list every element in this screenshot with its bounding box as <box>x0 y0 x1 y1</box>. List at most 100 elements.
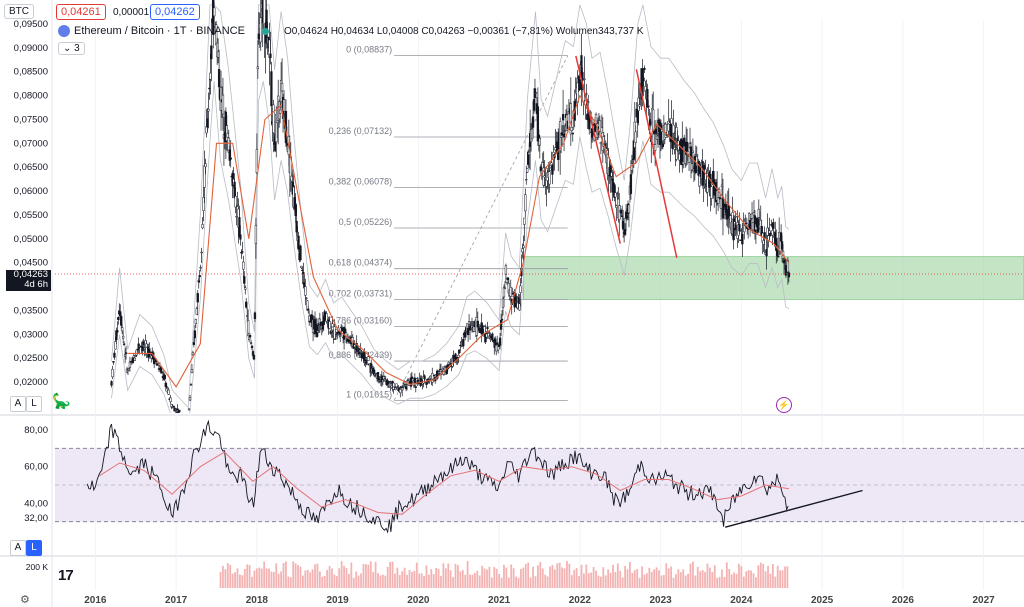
volume-bar <box>658 570 660 588</box>
volume-bar <box>515 576 517 588</box>
volume-bar <box>730 574 733 588</box>
volume-bar <box>306 569 309 588</box>
volume-bar <box>752 573 755 588</box>
volume-bar <box>374 561 377 588</box>
volume-bar <box>297 565 299 588</box>
volume-bar <box>534 576 537 588</box>
volume-bar <box>386 566 389 588</box>
candle-body <box>504 265 508 275</box>
candle-body <box>615 205 618 208</box>
candle-body <box>585 93 588 95</box>
flash-icon[interactable]: ⚡ <box>776 397 792 413</box>
volume-bar <box>675 574 677 588</box>
volume-bar <box>447 563 450 588</box>
volume-bar <box>394 573 396 588</box>
rsi-pane <box>55 419 1024 534</box>
fib-level-label: 0,702 (0,03731) <box>329 288 393 298</box>
chart-title[interactable]: Ethereum / Bitcoin · 1T · BINANCE <box>74 25 245 37</box>
volume-bar <box>590 572 593 588</box>
candle-body <box>111 368 114 378</box>
volume-bar <box>750 570 752 588</box>
candle-body <box>387 386 390 388</box>
candle-body <box>623 229 627 235</box>
volume-bar <box>241 575 244 588</box>
candle-body <box>256 66 259 70</box>
indicators-toggle[interactable]: ⌄ 3 <box>58 42 85 55</box>
volume-bar <box>755 577 757 588</box>
log-scale-button[interactable]: L <box>26 396 42 412</box>
volume-bar <box>483 568 486 588</box>
candle-body <box>629 174 633 194</box>
rsi-auto-scale-button[interactable]: A <box>10 540 26 556</box>
volume-bar <box>721 569 723 588</box>
volume-bar <box>694 575 697 588</box>
volume-bar <box>624 565 626 588</box>
volume-bar <box>265 568 268 588</box>
volume-bar <box>343 566 345 588</box>
tradingview-logo[interactable]: 17 <box>58 567 74 584</box>
volume-bar <box>440 575 442 588</box>
candle-body <box>647 105 650 108</box>
candle-body <box>719 198 723 209</box>
volume-bar <box>391 561 394 588</box>
candle-body <box>245 301 248 308</box>
auto-scale-button[interactable]: A <box>10 396 26 412</box>
volume-bar <box>505 567 508 588</box>
volume-bar <box>367 564 370 588</box>
candle-body <box>691 150 695 153</box>
volume-bar <box>340 561 343 588</box>
volume-bar <box>253 570 256 588</box>
volume-bar <box>427 574 430 588</box>
volume-bar <box>287 576 290 588</box>
candle-body <box>241 251 244 253</box>
volume-bar <box>556 563 559 588</box>
candle-body <box>476 320 479 328</box>
volume-bar <box>459 571 462 588</box>
fib-level-label: 0,618 (0,04374) <box>329 258 393 268</box>
candle-body <box>234 195 237 208</box>
volume-bar <box>255 568 258 588</box>
settings-gear-icon[interactable]: ⚙ <box>20 594 30 606</box>
volume-bar <box>275 563 278 588</box>
y-tick-label: 0,09500 <box>14 19 48 30</box>
volume-bar <box>423 576 425 588</box>
sell-price-box[interactable]: 0,04261 <box>56 4 106 20</box>
candle-body <box>447 361 450 365</box>
volume-bar <box>553 569 556 588</box>
volume-bar <box>692 561 694 588</box>
volume-bar <box>728 569 731 588</box>
candle-body <box>402 386 405 388</box>
candle-body <box>741 233 744 245</box>
candle-body <box>122 343 126 345</box>
volume-bar <box>551 564 554 588</box>
y-tick-label: 0,04500 <box>14 258 48 269</box>
candle-body <box>300 265 303 269</box>
candle-body <box>548 171 551 185</box>
volume-bar <box>520 568 522 588</box>
y-tick-label: 0,03000 <box>14 329 48 340</box>
candle-body <box>213 7 216 17</box>
buy-price-box[interactable]: 0,04262 <box>150 4 200 20</box>
candle-body <box>536 106 540 142</box>
candle-body <box>252 354 256 360</box>
y-tick-label: 0,09000 <box>14 43 48 54</box>
volume-bar <box>786 566 789 588</box>
candle-body <box>270 71 273 107</box>
candle-body <box>186 417 188 421</box>
volume-bar <box>679 572 682 588</box>
candle-body <box>670 118 673 125</box>
candle-body <box>248 334 252 338</box>
candle-body <box>198 275 201 278</box>
x-tick-label: 2021 <box>488 595 511 606</box>
volume-bar <box>461 569 464 588</box>
dinosaur-icon[interactable]: 🦕 <box>52 393 71 410</box>
volume-bar <box>437 568 440 588</box>
volume-bar <box>592 567 595 588</box>
rsi-log-scale-button[interactable]: L <box>26 540 42 556</box>
volume-bar <box>723 576 726 588</box>
symbol-box[interactable]: BTC <box>4 4 34 19</box>
volume-bar <box>769 573 772 588</box>
volume-bar <box>725 562 728 588</box>
candle-body <box>201 224 204 229</box>
